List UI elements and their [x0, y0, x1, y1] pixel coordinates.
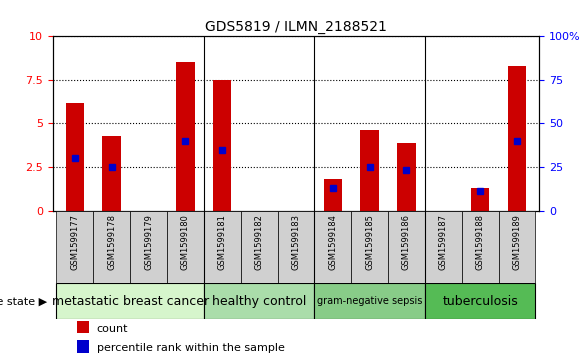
- Bar: [314, 283, 425, 319]
- Bar: [77, 321, 89, 333]
- Text: GSM1599186: GSM1599186: [402, 214, 411, 270]
- Bar: [278, 211, 314, 283]
- Bar: [56, 283, 204, 319]
- Text: gram-negative sepsis: gram-negative sepsis: [317, 296, 423, 306]
- Bar: [314, 211, 351, 283]
- Bar: [93, 211, 130, 283]
- Text: percentile rank within the sample: percentile rank within the sample: [97, 343, 284, 354]
- Bar: [425, 283, 536, 319]
- Text: GSM1599177: GSM1599177: [70, 214, 79, 270]
- Bar: [241, 211, 278, 283]
- Text: GSM1599181: GSM1599181: [218, 214, 227, 270]
- Bar: [360, 130, 379, 211]
- Text: metastatic breast cancer: metastatic breast cancer: [52, 295, 209, 308]
- Bar: [204, 211, 241, 283]
- Bar: [425, 211, 462, 283]
- Text: GSM1599180: GSM1599180: [181, 214, 190, 270]
- Text: GSM1599182: GSM1599182: [254, 214, 264, 270]
- Bar: [66, 102, 84, 211]
- Text: tuberculosis: tuberculosis: [442, 295, 518, 308]
- Bar: [323, 179, 342, 211]
- Text: GSM1599184: GSM1599184: [328, 214, 338, 270]
- Bar: [204, 283, 314, 319]
- Text: GSM1599183: GSM1599183: [291, 214, 301, 270]
- Text: GSM1599189: GSM1599189: [513, 214, 522, 270]
- Bar: [508, 66, 526, 211]
- Bar: [499, 211, 536, 283]
- Bar: [351, 211, 388, 283]
- Text: disease state ▶: disease state ▶: [0, 296, 47, 306]
- Bar: [176, 62, 195, 211]
- Bar: [388, 211, 425, 283]
- Text: GSM1599179: GSM1599179: [144, 214, 153, 270]
- Text: count: count: [97, 323, 128, 334]
- Text: healthy control: healthy control: [212, 295, 306, 308]
- Bar: [462, 211, 499, 283]
- Text: GSM1599178: GSM1599178: [107, 214, 116, 270]
- Bar: [103, 136, 121, 211]
- Bar: [167, 211, 204, 283]
- Text: GSM1599187: GSM1599187: [439, 214, 448, 270]
- Bar: [213, 80, 231, 211]
- Text: GSM1599188: GSM1599188: [476, 214, 485, 270]
- Bar: [397, 143, 415, 211]
- Text: GSM1599185: GSM1599185: [365, 214, 374, 270]
- Title: GDS5819 / ILMN_2188521: GDS5819 / ILMN_2188521: [205, 20, 387, 34]
- Bar: [471, 188, 489, 211]
- Bar: [77, 340, 89, 353]
- Bar: [56, 211, 93, 283]
- Bar: [130, 211, 167, 283]
